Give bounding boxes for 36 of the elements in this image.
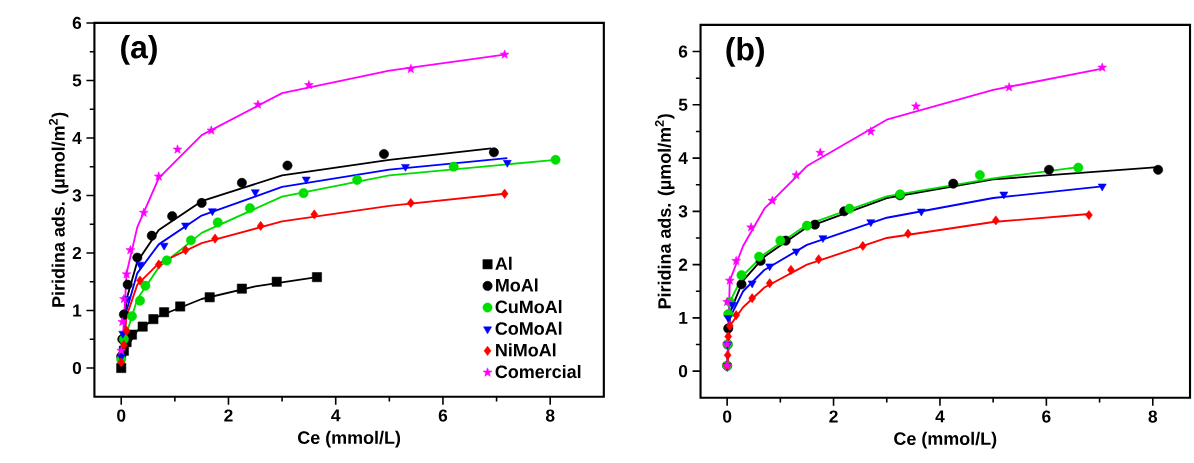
y-tick-label: 3 (678, 205, 688, 218)
legend-label: Comercial (495, 365, 581, 379)
x-tick-label: 2 (829, 410, 838, 423)
y-tick-label: 2 (72, 247, 82, 260)
x-axis-title: Ce (mmol/L) (298, 431, 401, 448)
y-axis-title: Piridina ads. (µmol/m$^{2}$) (654, 114, 675, 309)
x-axis-title: Ce (mmol/L) (894, 432, 997, 449)
legend-label: CuMoAl (495, 300, 562, 314)
legend-label: CoMoAl (495, 321, 562, 336)
legend-label: NiMoAl (496, 343, 556, 357)
annotation: (b) (726, 37, 764, 68)
y-tick-label: 2 (678, 258, 688, 271)
annotation: (a) (121, 35, 157, 66)
x-tick-label: 2 (224, 409, 233, 422)
y-tick-label: 4 (72, 132, 82, 145)
x-tick-label: 4 (935, 410, 945, 423)
y-axis-title: Piridina ads. (µmol/m$^{2}$) (48, 112, 69, 307)
x-tick-label: 4 (331, 409, 341, 422)
x-tick-label: 8 (1148, 410, 1158, 423)
y-tick-label: 5 (72, 74, 82, 87)
legend-label: MoAl (496, 278, 538, 292)
legend-label: Al (495, 256, 512, 270)
y-tick-label: 1 (73, 304, 82, 317)
y-tick-label: 5 (678, 99, 688, 112)
y-tick-label: 6 (72, 17, 82, 30)
x-tick-label: 6 (438, 409, 448, 422)
y-tick-label: 0 (72, 362, 82, 375)
y-tick-label: 6 (678, 45, 688, 58)
y-tick-label: 0 (678, 365, 688, 378)
y-tick-label: 4 (678, 152, 688, 165)
y-tick-label: 1 (679, 312, 688, 325)
y-tick-label: 3 (72, 189, 82, 202)
x-tick-label: 0 (723, 410, 732, 423)
x-tick-label: 6 (1042, 410, 1051, 423)
x-tick-label: 8 (545, 409, 555, 422)
x-tick-label: 0 (117, 409, 126, 422)
